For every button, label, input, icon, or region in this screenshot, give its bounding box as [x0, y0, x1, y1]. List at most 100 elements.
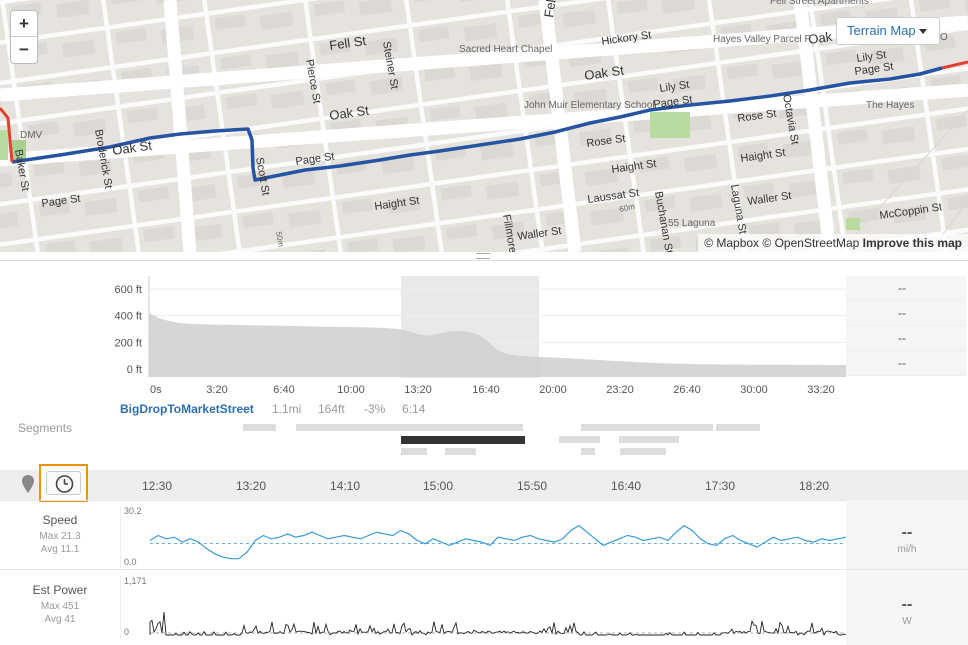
segment-distance: 1.1mi	[272, 402, 302, 416]
elevation-x-tick: 3:20	[206, 384, 227, 396]
time-tick: 15:00	[423, 479, 454, 493]
elevation-value: --	[846, 276, 966, 301]
mapbox-link[interactable]: © Mapbox	[704, 236, 760, 250]
park-area	[650, 112, 690, 138]
speed-value-panel: -- mi/h	[846, 500, 968, 569]
map-label: The Hayes	[866, 100, 914, 111]
elevation-x-tick: 23:20	[606, 384, 634, 396]
segment-name-link[interactable]: BigDropToMarketStreet	[120, 402, 254, 416]
elevation-y-tick: 600 ft	[114, 284, 142, 296]
elevation-x-tick: 13:20	[404, 384, 432, 396]
elevation-x-tick: 33:20	[807, 384, 835, 396]
clock-button-face	[46, 471, 81, 495]
map-label: Fell St	[541, 0, 561, 18]
elevation-chart[interactable]: 600 ft 400 ft 200 ft 0 ft 0s 3:20 6:40 10:00 13:…	[0, 270, 968, 410]
map-layer-label: Terrain Map	[847, 23, 916, 38]
map-label: Lily St	[659, 79, 690, 95]
route-line	[11, 66, 943, 182]
map-label: Page St	[295, 151, 335, 168]
segment-bar[interactable]	[243, 424, 276, 431]
map-label: Oak St	[583, 63, 625, 83]
segment-bar[interactable]	[619, 436, 679, 443]
resize-handle[interactable]	[476, 253, 490, 259]
elevation-x-tick: 20:00	[539, 384, 567, 396]
speed-avg: Avg 11.1	[40, 544, 80, 555]
time-mode-button[interactable]	[39, 464, 88, 502]
osm-link[interactable]: © OpenStreetMap	[762, 236, 860, 250]
segment-grade: -3%	[364, 402, 386, 416]
elevation-x-tick: 0s	[150, 384, 162, 396]
segment-bar-selected[interactable]	[401, 436, 525, 444]
power-y-max: 1,171	[124, 576, 147, 586]
segments-label: Segments	[18, 421, 73, 435]
map-label: Oak St	[328, 103, 370, 123]
segment-bar[interactable]	[445, 448, 476, 455]
time-tick: 16:40	[611, 479, 642, 493]
segment-bar[interactable]	[581, 424, 713, 431]
time-tick: 13:20	[236, 479, 267, 493]
improve-map-link[interactable]: Improve this map	[862, 236, 962, 250]
elevation-value: --	[846, 326, 966, 351]
power-avg: Avg 41	[44, 614, 76, 625]
speed-line	[149, 524, 847, 560]
map-label: Fell St	[328, 33, 367, 53]
zoom-in-button[interactable]: +	[11, 11, 37, 37]
elevation-value: --	[846, 301, 966, 326]
time-axis-strip	[0, 470, 968, 500]
speed-chart[interactable]: 30.2 0.0	[120, 502, 848, 570]
segment-time: 6:14	[402, 402, 426, 416]
power-max: Max 451	[40, 601, 80, 612]
location-pin-icon[interactable]	[20, 474, 36, 494]
map-label: 60m	[619, 202, 636, 214]
map-label: DMV	[20, 130, 43, 141]
map-label: 50m	[274, 231, 286, 248]
speed-label-block: Speed Max 21.3 Avg 11.1	[0, 513, 120, 556]
time-tick: 15:50	[517, 479, 548, 493]
segment-bar[interactable]	[620, 448, 666, 455]
segment-bar[interactable]	[401, 448, 427, 455]
segment-bar[interactable]	[296, 424, 523, 431]
map-label: Page St	[653, 94, 693, 111]
speed-max: Max 21.3	[39, 531, 81, 542]
map-label: John Muir Elementary School	[524, 100, 655, 111]
clock-icon	[55, 475, 74, 493]
time-tick: 18:20	[799, 479, 830, 493]
elevation-values-panel: -- -- -- --	[846, 276, 966, 376]
segment-bar[interactable]	[559, 436, 600, 443]
segment-bar[interactable]	[581, 448, 595, 455]
speed-y-min: 0.0	[124, 557, 137, 567]
map-layer-dropdown[interactable]: Terrain Map	[836, 17, 940, 45]
park-area	[0, 130, 8, 160]
row-separator	[0, 569, 968, 570]
map-streets	[0, 0, 968, 252]
park-area	[846, 218, 860, 230]
zoom-control: + −	[10, 10, 38, 64]
time-tick: 17:30	[705, 479, 736, 493]
map-label: Rose St	[737, 108, 777, 125]
elevation-x-tick: 10:00	[337, 384, 365, 396]
row-separator	[0, 500, 968, 501]
segment-bar[interactable]	[716, 424, 760, 431]
map-label: Oak St	[111, 138, 153, 158]
map-label: Rose St	[586, 133, 626, 150]
elevation-x-tick: 6:40	[273, 384, 294, 396]
elevation-x-tick: 30:00	[740, 384, 768, 396]
elevation-y-tick: 200 ft	[114, 337, 142, 349]
map-label: Sacred Heart Chapel	[459, 44, 552, 55]
speed-y-max: 30.2	[124, 506, 142, 516]
elevation-x-tick: 16:40	[472, 384, 500, 396]
divider	[0, 260, 968, 261]
power-line	[149, 612, 847, 636]
power-chart[interactable]: 1,171 0	[120, 571, 848, 639]
power-value-panel: -- W	[846, 570, 968, 645]
speed-title: Speed	[42, 513, 78, 527]
chevron-down-icon	[919, 29, 927, 34]
elevation-profile	[149, 313, 846, 377]
route-end-segment	[941, 60, 968, 70]
zoom-out-button[interactable]: −	[19, 40, 29, 59]
map-label: Page St	[41, 193, 81, 210]
route-start-segment	[0, 107, 14, 163]
elevation-y-tick: 400 ft	[114, 311, 142, 323]
